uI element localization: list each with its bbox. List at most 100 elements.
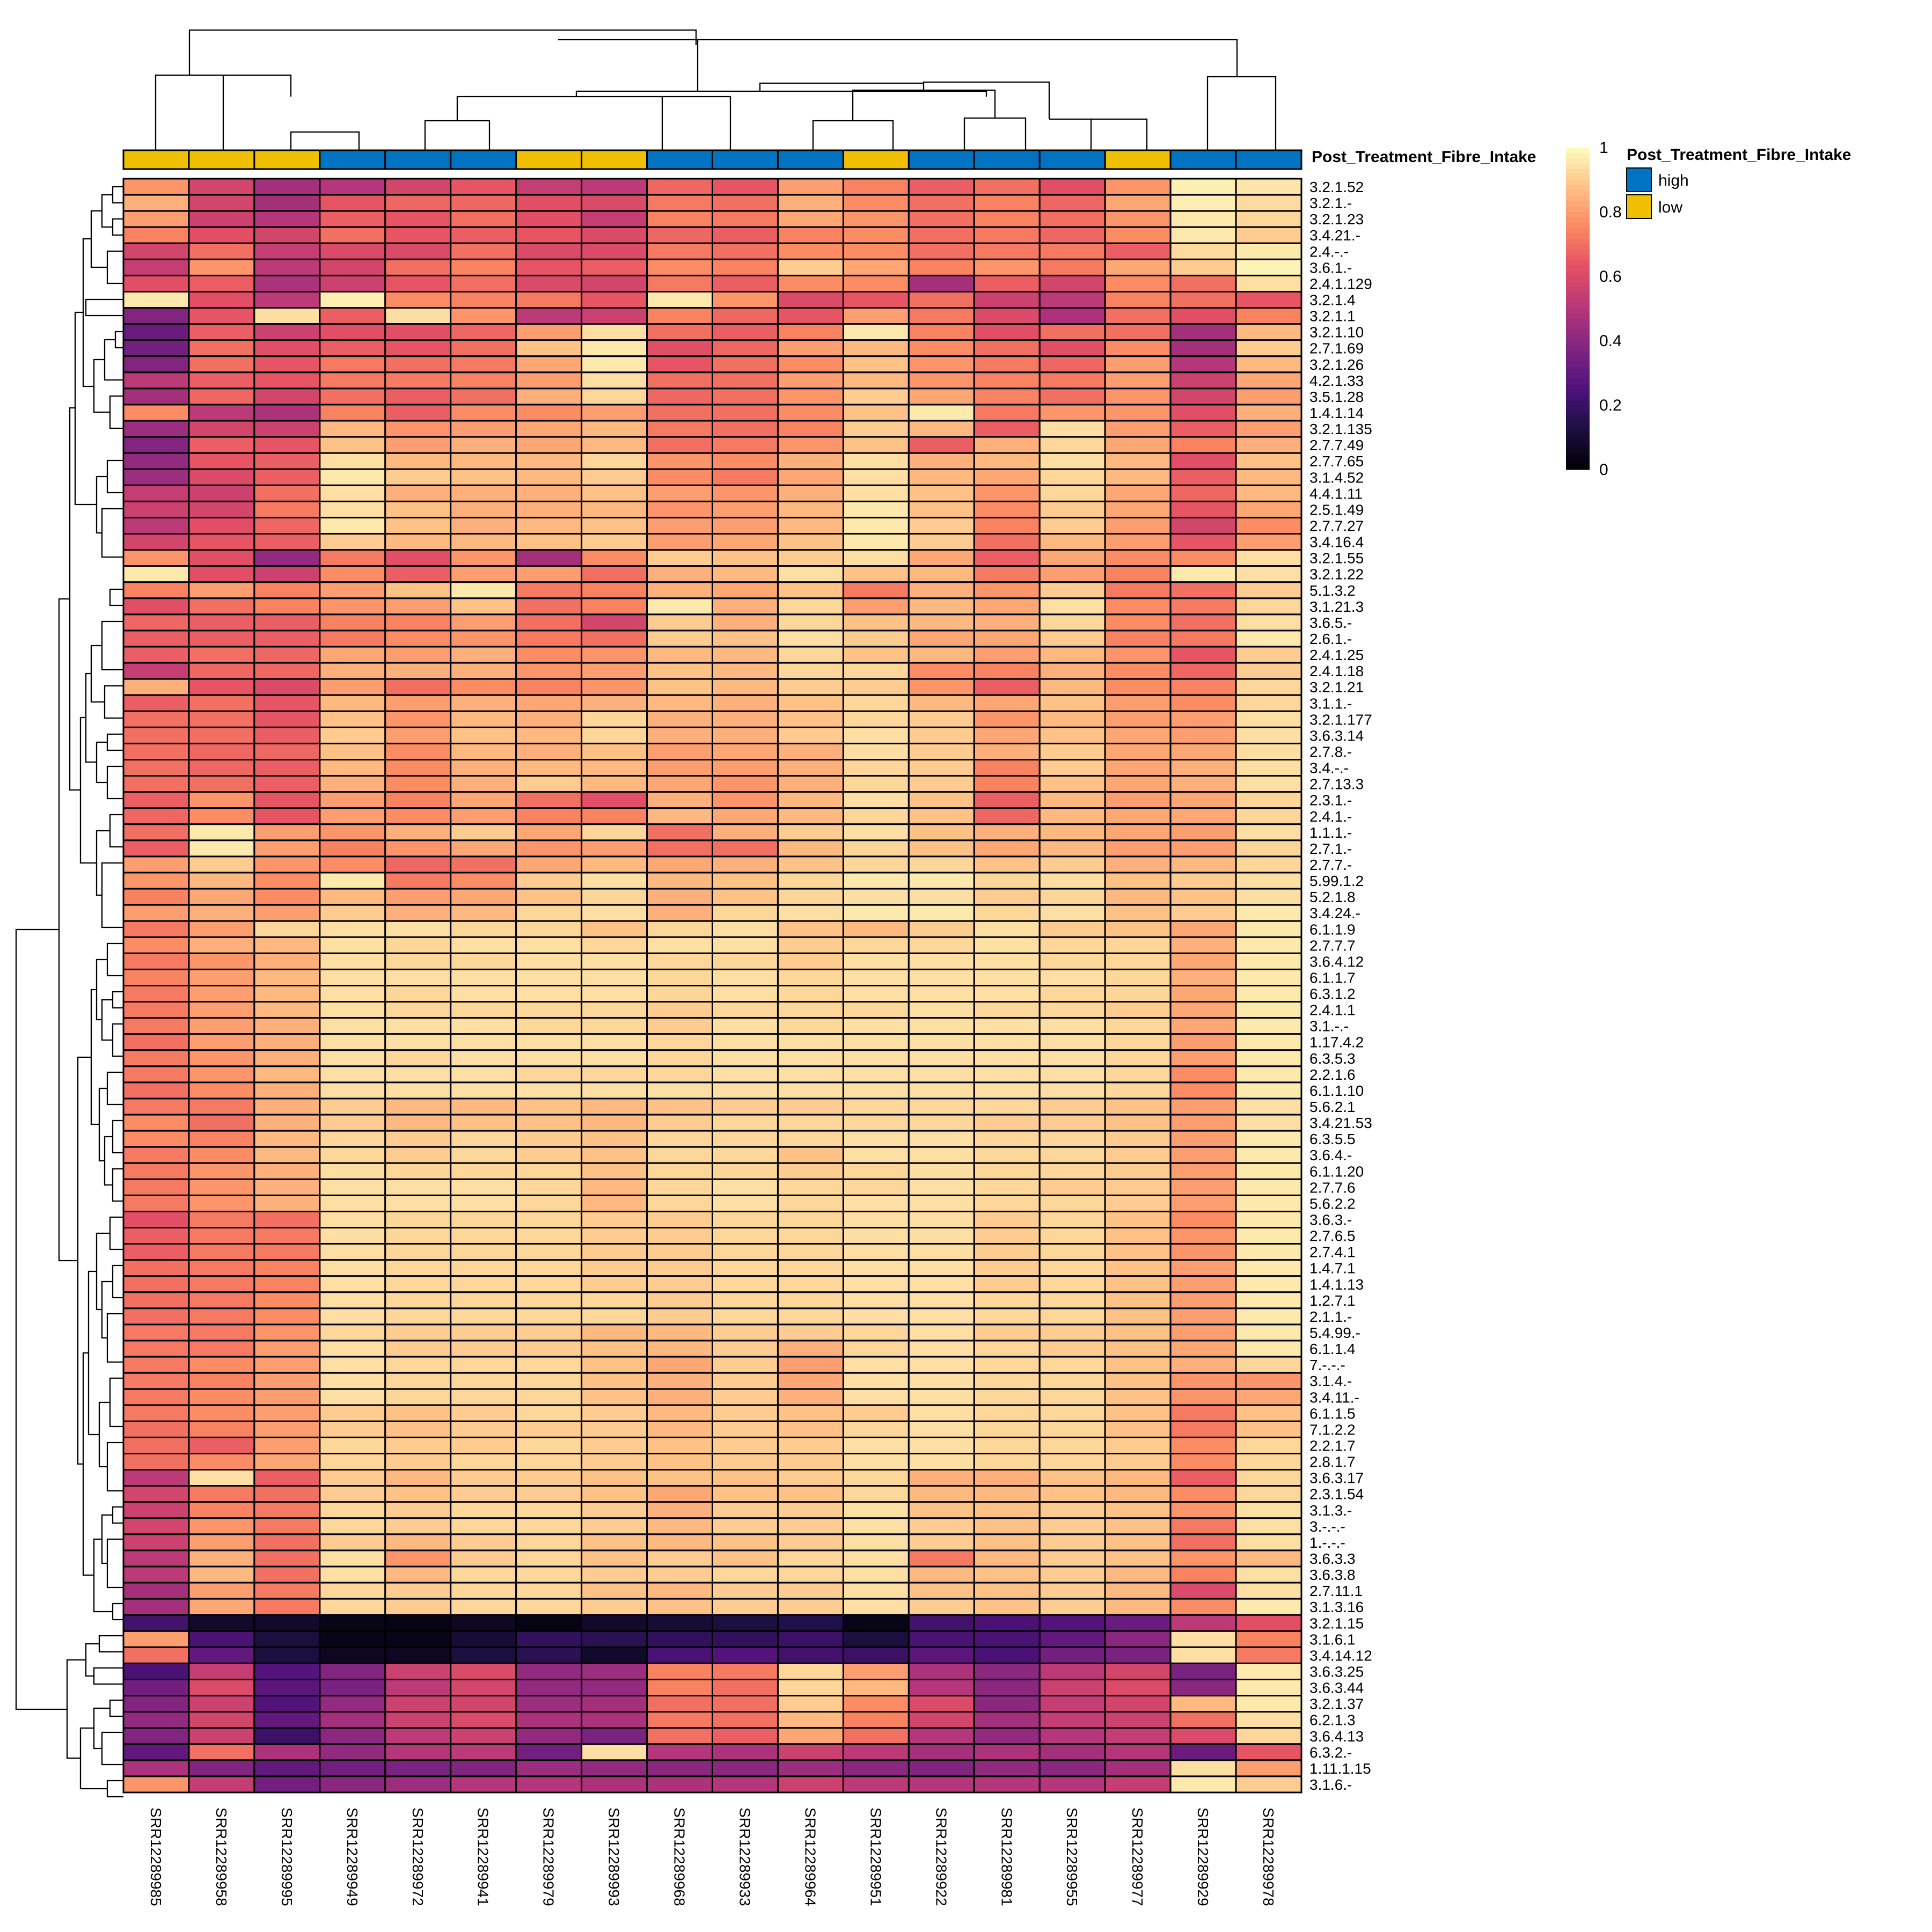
heatmap-cell bbox=[1038, 613, 1106, 632]
heatmap-cell bbox=[646, 242, 713, 260]
heatmap-cell bbox=[319, 1049, 386, 1067]
heatmap-cell bbox=[253, 1001, 321, 1019]
heatmap-cell bbox=[515, 387, 583, 406]
heatmap-cell bbox=[384, 1227, 452, 1245]
heatmap-cell bbox=[515, 968, 583, 987]
heatmap-cell bbox=[581, 1227, 648, 1245]
heatmap-cell bbox=[319, 1404, 386, 1422]
heatmap-cell bbox=[515, 1533, 583, 1552]
heatmap-cell bbox=[1104, 936, 1172, 954]
heatmap-cell bbox=[253, 1323, 321, 1342]
row-label: 3.4.11.- bbox=[1309, 1389, 1359, 1406]
heatmap-cell bbox=[188, 726, 255, 744]
heatmap-cell bbox=[646, 420, 713, 438]
heatmap-cell bbox=[777, 1501, 844, 1519]
heatmap-cell bbox=[842, 1662, 910, 1681]
heatmap-cell bbox=[777, 371, 844, 390]
heatmap-cell bbox=[973, 436, 1041, 454]
heatmap-cell bbox=[515, 1582, 583, 1600]
heatmap-cell bbox=[646, 1614, 713, 1632]
heatmap-cell bbox=[973, 1711, 1041, 1729]
heatmap-cell bbox=[1169, 1598, 1237, 1616]
heatmap-cell bbox=[908, 290, 975, 309]
column-label: SRR12289977 bbox=[1129, 1807, 1146, 1906]
heatmap-cell bbox=[319, 1033, 386, 1051]
heatmap-cell bbox=[188, 1582, 255, 1600]
heatmap-cell bbox=[712, 694, 779, 712]
heatmap-cell bbox=[253, 872, 321, 890]
heatmap-cell bbox=[646, 1533, 713, 1552]
row-label: 2.4.1.18 bbox=[1309, 663, 1364, 679]
heatmap-cell bbox=[581, 1759, 648, 1777]
heatmap-cell bbox=[1169, 985, 1237, 1003]
heatmap-cell bbox=[515, 1388, 583, 1406]
annotation-cell bbox=[842, 149, 910, 170]
heatmap-cell bbox=[1235, 1001, 1302, 1019]
heatmap-cell bbox=[1104, 1469, 1172, 1487]
heatmap-cell bbox=[450, 775, 517, 793]
heatmap-cell bbox=[973, 242, 1041, 260]
heatmap-cell bbox=[973, 1388, 1041, 1406]
heatmap-cell bbox=[1104, 452, 1172, 470]
heatmap-cell bbox=[1235, 178, 1302, 196]
heatmap-cell bbox=[842, 355, 910, 374]
heatmap-cell bbox=[908, 1081, 975, 1100]
heatmap-cell bbox=[319, 565, 386, 583]
heatmap-cell bbox=[450, 1695, 517, 1713]
heatmap-cell bbox=[1038, 1775, 1106, 1794]
heatmap-cell bbox=[1235, 387, 1302, 406]
heatmap-cell bbox=[1104, 839, 1172, 858]
heatmap-cell bbox=[1038, 565, 1106, 583]
heatmap-cell bbox=[646, 646, 713, 664]
heatmap-cell bbox=[1104, 516, 1172, 535]
heatmap-cell bbox=[122, 678, 190, 696]
heatmap-cell bbox=[1038, 516, 1106, 535]
heatmap-cell bbox=[581, 1662, 648, 1681]
heatmap-cell bbox=[319, 1388, 386, 1406]
heatmap-cell bbox=[842, 1356, 910, 1374]
heatmap-cell bbox=[581, 1162, 648, 1180]
heatmap-cell bbox=[777, 387, 844, 406]
heatmap-cell bbox=[712, 1695, 779, 1713]
heatmap-cell bbox=[253, 339, 321, 357]
heatmap-cell bbox=[450, 565, 517, 583]
heatmap-cell bbox=[450, 307, 517, 325]
heatmap-cell bbox=[842, 1711, 910, 1729]
heatmap-cell bbox=[908, 1340, 975, 1358]
heatmap-cell bbox=[581, 1501, 648, 1519]
row-label: 2.7.7.27 bbox=[1309, 518, 1364, 535]
heatmap-cell bbox=[581, 968, 648, 987]
heatmap-cell bbox=[581, 1517, 648, 1535]
heatmap-cell bbox=[319, 1549, 386, 1568]
heatmap-cell bbox=[122, 484, 190, 502]
row-label: 3.2.1.55 bbox=[1309, 550, 1364, 567]
heatmap-cell bbox=[450, 888, 517, 906]
colorbar-tick-label: 0.2 bbox=[1599, 397, 1622, 414]
heatmap-cell bbox=[842, 646, 910, 664]
heatmap-cell bbox=[712, 484, 779, 502]
heatmap-cell bbox=[646, 1065, 713, 1084]
heatmap-cell bbox=[1235, 194, 1302, 212]
heatmap-cell bbox=[973, 1582, 1041, 1600]
heatmap-cell bbox=[1169, 533, 1237, 551]
row-label: 3.6.3.25 bbox=[1309, 1663, 1364, 1680]
heatmap-cell bbox=[908, 581, 975, 599]
heatmap-cell bbox=[253, 1017, 321, 1035]
row-label: 2.8.1.7 bbox=[1309, 1454, 1356, 1470]
heatmap-cell bbox=[973, 274, 1041, 292]
heatmap-cell bbox=[1038, 1162, 1106, 1180]
heatmap-cell bbox=[515, 468, 583, 486]
heatmap-cell bbox=[319, 1436, 386, 1455]
heatmap-cell bbox=[319, 1679, 386, 1697]
heatmap-cell bbox=[188, 1162, 255, 1180]
heatmap-cell bbox=[1104, 1485, 1172, 1503]
heatmap-cell bbox=[581, 920, 648, 938]
heatmap-cell bbox=[1038, 1711, 1106, 1729]
heatmap-cell bbox=[1038, 1727, 1106, 1745]
heatmap-cell bbox=[253, 1162, 321, 1180]
heatmap-cell bbox=[1038, 678, 1106, 696]
heatmap-cell bbox=[1104, 1646, 1172, 1664]
heatmap-cell bbox=[712, 1049, 779, 1067]
heatmap-cell bbox=[515, 807, 583, 825]
